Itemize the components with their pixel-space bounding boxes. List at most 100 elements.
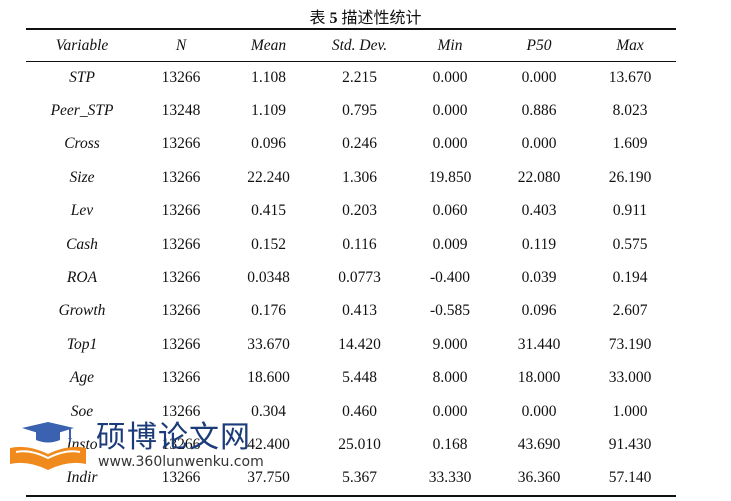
variable-name-cell: Cash bbox=[66, 235, 98, 253]
variable-name-cell: Lev bbox=[70, 202, 94, 220]
value-cell: 9.000 bbox=[432, 335, 468, 353]
value-cell: 5.448 bbox=[342, 369, 377, 387]
value-cell: 91.430 bbox=[608, 435, 652, 453]
column-header: N bbox=[175, 36, 187, 54]
value-cell: 18.600 bbox=[247, 369, 290, 387]
value-cell: 19.850 bbox=[428, 168, 472, 186]
value-cell: 36.360 bbox=[517, 469, 561, 487]
column-header: Mean bbox=[250, 36, 287, 54]
value-cell: 13266 bbox=[161, 369, 201, 387]
value-cell: 0.575 bbox=[612, 235, 648, 253]
value-cell: 13266 bbox=[161, 68, 201, 86]
value-cell: 43.690 bbox=[517, 435, 561, 453]
value-cell: -0.585 bbox=[429, 302, 471, 320]
value-cell: 0.886 bbox=[521, 102, 557, 120]
value-cell: 0.0348 bbox=[247, 269, 290, 287]
value-cell: 1.109 bbox=[251, 102, 286, 120]
table-row: Insto 13266 42.400 25.010 0.168 43.690 91.430 bbox=[26, 428, 676, 461]
variable-name-cell: Age bbox=[69, 369, 95, 387]
value-cell: 2.607 bbox=[612, 302, 648, 320]
value-cell: 13266 bbox=[161, 469, 201, 487]
value-cell: 0.000 bbox=[432, 402, 468, 420]
value-cell: 37.750 bbox=[247, 469, 290, 487]
value-cell: 33.670 bbox=[247, 335, 290, 353]
value-cell: 0.460 bbox=[342, 402, 377, 420]
value-cell: 13266 bbox=[161, 402, 201, 420]
value-cell: 1.108 bbox=[251, 68, 286, 86]
value-cell: 26.190 bbox=[608, 168, 652, 186]
descriptive-statistics-table: Variable N Mean Std. Dev. Min P50 Max STP 13266… bbox=[26, 30, 676, 495]
column-header: Variable bbox=[55, 36, 109, 54]
table-row: Lev 13266 0.415 0.203 0.060 0.403 0.911 bbox=[26, 195, 676, 228]
value-cell: 0.0773 bbox=[338, 269, 381, 287]
value-cell: 0.116 bbox=[342, 235, 377, 253]
table-row: Age 13266 18.600 5.448 8.000 18.000 33.000 bbox=[26, 362, 676, 395]
value-cell: 0.911 bbox=[612, 202, 648, 220]
value-cell: 0.304 bbox=[251, 402, 286, 420]
value-cell: 8.000 bbox=[432, 369, 468, 387]
caption-number: 5 bbox=[329, 10, 338, 27]
value-cell: 22.240 bbox=[247, 168, 290, 186]
value-cell: 0.000 bbox=[521, 402, 557, 420]
table-bottom-rule bbox=[26, 495, 676, 497]
caption-title: 描述性统计 bbox=[337, 10, 422, 27]
value-cell: 0.000 bbox=[521, 68, 557, 86]
value-cell: 22.080 bbox=[517, 168, 561, 186]
table-row: Top1 13266 33.670 14.420 9.000 31.440 73.190 bbox=[26, 328, 676, 361]
table-row: Growth 13266 0.176 0.413 -0.585 0.096 2.607 bbox=[26, 295, 676, 328]
value-cell: 42.400 bbox=[247, 435, 290, 453]
value-cell: 0.246 bbox=[342, 135, 377, 153]
value-cell: 0.039 bbox=[521, 269, 557, 287]
value-cell: 13266 bbox=[161, 202, 201, 220]
value-cell: 73.190 bbox=[608, 335, 652, 353]
value-cell: 13266 bbox=[161, 235, 201, 253]
value-cell: 0.000 bbox=[521, 135, 557, 153]
table-row: Peer_STP 13248 1.109 0.795 0.000 0.886 8.023 bbox=[26, 94, 676, 127]
value-cell: 2.215 bbox=[342, 68, 377, 86]
value-cell: 25.010 bbox=[338, 435, 381, 453]
value-cell: 5.367 bbox=[342, 469, 377, 487]
table-row: ROA 13266 0.0348 0.0773 -0.400 0.039 0.194 bbox=[26, 261, 676, 294]
variable-name-cell: Soe bbox=[70, 402, 94, 420]
table-row: Cross 13266 0.096 0.246 0.000 0.000 1.609 bbox=[26, 128, 676, 161]
watermark-site-name: 硕博论文网 bbox=[96, 420, 251, 455]
value-cell: 1.609 bbox=[612, 135, 648, 153]
value-cell: 0.000 bbox=[432, 102, 468, 120]
table-row: STP 13266 1.108 2.215 0.000 0.000 13.670 bbox=[26, 61, 676, 94]
value-cell: 0.000 bbox=[432, 68, 468, 86]
value-cell: 0.009 bbox=[432, 235, 468, 253]
graduation-cap-book-logo-icon bbox=[10, 422, 86, 470]
variable-name-cell: Peer_STP bbox=[50, 102, 114, 120]
variable-name-cell: Cross bbox=[64, 135, 100, 153]
value-cell: 0.000 bbox=[432, 135, 468, 153]
value-cell: 13266 bbox=[161, 135, 201, 153]
table-row: Cash 13266 0.152 0.116 0.009 0.119 0.575 bbox=[26, 228, 676, 261]
column-header: Min bbox=[437, 36, 463, 54]
value-cell: 31.440 bbox=[517, 335, 561, 353]
value-cell: 13266 bbox=[161, 335, 201, 353]
table-row: Soe 13266 0.304 0.460 0.000 0.000 1.000 bbox=[26, 395, 676, 428]
value-cell: 0.096 bbox=[251, 135, 286, 153]
table-top-rule bbox=[26, 28, 676, 30]
value-cell: 0.168 bbox=[432, 435, 468, 453]
value-cell: 1.306 bbox=[342, 168, 377, 186]
value-cell: 33.330 bbox=[428, 469, 472, 487]
value-cell: 13248 bbox=[161, 102, 201, 120]
watermark: 硕博论文网 www.360lunwenku.com bbox=[8, 408, 268, 478]
table-row: Size 13266 22.240 1.306 19.850 22.080 26.190 bbox=[26, 161, 676, 194]
variable-name-cell: Top1 bbox=[66, 335, 98, 353]
value-cell: 0.415 bbox=[251, 202, 286, 220]
value-cell: 14.420 bbox=[338, 335, 381, 353]
variable-name-cell: ROA bbox=[66, 269, 98, 287]
value-cell: 0.413 bbox=[342, 302, 377, 320]
value-cell: 0.060 bbox=[432, 202, 468, 220]
table-row: Indir 13266 37.750 5.367 33.330 36.360 57.140 bbox=[26, 462, 676, 495]
value-cell: 0.795 bbox=[342, 102, 377, 120]
column-header: P50 bbox=[526, 36, 552, 54]
value-cell: 57.140 bbox=[608, 469, 652, 487]
value-cell: 13266 bbox=[161, 302, 201, 320]
column-header: Max bbox=[616, 36, 644, 54]
column-header: Std. Dev. bbox=[331, 36, 388, 54]
value-cell: 0.176 bbox=[251, 302, 286, 320]
value-cell: 8.023 bbox=[612, 102, 648, 120]
